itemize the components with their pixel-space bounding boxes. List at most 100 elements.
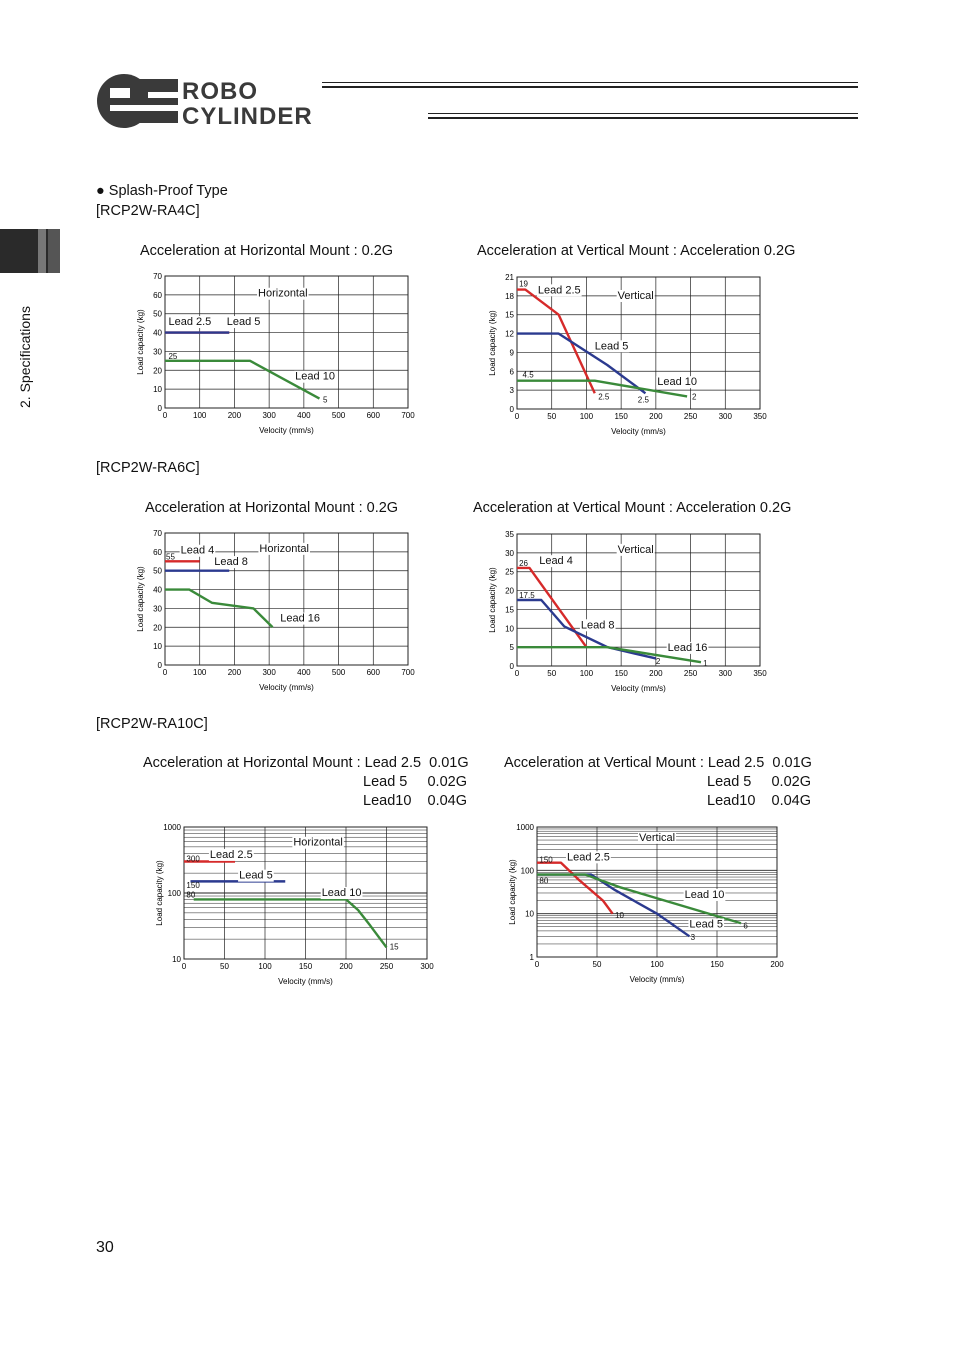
x-tick-label: 500 [332,411,346,420]
chart-title-ra6c-horizontal: Acceleration at Horizontal Mount : 0.2G [145,500,399,516]
y-tick-label: 9 [510,348,515,357]
x-tick-label: 100 [193,411,207,420]
series-label: Horizontal [258,288,308,300]
chart-ra6c-horizontal: 0 100 200 300 400 500 600 700 0 10 20 30 40 50 60 70 Vel… [136,529,415,692]
x-tick-label: 150 [710,960,724,969]
label-backdrop [225,316,262,329]
plot-frame [183,826,428,960]
page-number: 30 [96,1239,114,1256]
y-tick-label: 1000 [516,823,534,832]
x-axis-label: Velocity (mm/s) [630,975,685,984]
y-tick-label: 35 [505,530,514,539]
y-tick-label: 0 [510,662,515,671]
label-backdrop [213,556,249,569]
x-tick-label: 0 [163,411,168,420]
label-backdrop [279,612,322,625]
chart-title-ra10c-vertical-line1: Acceleration at Vertical Mount : Lead 2.… [504,755,812,771]
series-line-lead-4 [517,566,588,648]
label-backdrop [666,641,709,654]
x-tick-label: 300 [262,668,276,677]
series-label: Lead 16 [668,642,708,654]
x-tick-label: 200 [339,962,353,971]
series-label: Lead 8 [581,619,615,631]
y-tick-label: 60 [153,548,162,557]
plot-frame [164,275,409,409]
x-tick-label: 100 [580,669,594,678]
y-tick-label: 5 [510,643,515,652]
chart-ra4c-vertical: 0 50 100 150 200 250 300 350 0 3 6 9 12 15 18 21 Velocit… [488,273,767,436]
x-tick-label: 400 [297,668,311,677]
x-tick-label: 50 [547,412,556,421]
series-label: Lead 5 [239,870,273,882]
chart-title-ra10c-horizontal-line1: Acceleration at Horizontal Mount : Lead … [143,755,469,771]
value-label: 150 [539,856,553,865]
x-tick-label: 50 [593,960,602,969]
series-label: Horizontal [259,543,309,555]
series-label: Lead 5 [689,918,723,930]
chart-title-ra6c-vertical: Acceleration at Vertical Mount : Acceler… [473,500,792,516]
x-tick-label: 100 [258,962,272,971]
y-axis-label: Load capacity (kg) [488,567,497,633]
y-axis-label: Load capacity (kg) [136,566,145,632]
label-backdrop [683,888,726,901]
y-axis-label: Load capacity (kg) [488,310,497,376]
label-backdrop [167,316,213,329]
x-tick-label: 0 [535,960,540,969]
y-axis-label: Load capacity (kg) [508,859,517,925]
label-backdrop [320,887,363,900]
x-tick-label: 0 [163,668,168,677]
series-label: Lead 16 [280,613,320,625]
logo-line1: ROBO [182,78,258,105]
x-tick-label: 300 [719,412,733,421]
x-tick-label: 200 [770,960,784,969]
y-tick-label: 100 [521,866,535,875]
x-tick-label: 700 [401,668,415,677]
y-tick-label: 70 [153,272,162,281]
value-label: 2.5 [598,393,610,402]
value-label: 26 [519,559,528,568]
series-line-lead-2-5 [537,861,614,915]
x-tick-label: 0 [182,962,187,971]
x-tick-label: 100 [580,412,594,421]
series-label: Vertical [618,290,654,302]
logo-line2: CYLINDER [182,103,313,130]
rc-mark-icon [97,74,178,128]
x-tick-label: 0 [515,412,520,421]
x-axis-label: Velocity (mm/s) [259,683,314,692]
y-tick-label: 20 [153,623,162,632]
label-backdrop [208,848,254,861]
chart-title-ra4c-horizontal: Acceleration at Horizontal Mount : 0.2G [140,243,394,259]
series-label: Lead 10 [322,887,362,899]
label-backdrop [593,340,630,353]
value-label: 25 [168,352,177,361]
series-label: Lead 2.5 [168,316,211,328]
y-tick-label: 12 [505,330,514,339]
value-label: 17.5 [519,591,535,600]
value-label: 2 [656,657,661,666]
x-axis-label: Velocity (mm/s) [611,684,666,693]
x-tick-label: 300 [262,411,276,420]
x-tick-label: 300 [719,669,733,678]
x-tick-label: 150 [614,669,628,678]
value-label: 2.5 [638,396,650,405]
series-label: Lead 5 [595,340,629,352]
header-rule-top [322,82,858,83]
label-backdrop [294,370,336,383]
y-tick-label: 18 [505,292,514,301]
series-label: Lead 2.5 [538,284,581,296]
x-tick-label: 200 [649,412,663,421]
plot-frame [516,276,761,410]
y-tick-label: 1000 [163,823,181,832]
series-line-lead-2-5 [517,288,596,394]
label-backdrop [258,542,310,555]
chart-ra4c-horizontal: 0 100 200 300 400 500 600 700 0 10 20 30 40 50 60 70 Vel… [136,272,415,435]
value-label: 4.5 [523,371,535,380]
y-tick-label: 10 [153,385,162,394]
x-tick-label: 150 [614,412,628,421]
x-tick-label: 600 [367,668,381,677]
side-tab-label: 2. Specifications [17,258,39,418]
label-backdrop [616,290,655,302]
y-tick-label: 100 [168,889,182,898]
x-tick-label: 300 [420,962,434,971]
series-line-lead-5 [517,332,647,395]
